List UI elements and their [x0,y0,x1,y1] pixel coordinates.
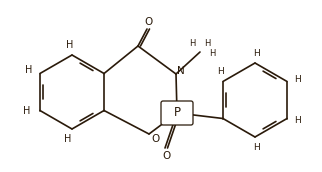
Text: H: H [209,49,215,57]
Text: N: N [177,66,185,76]
FancyBboxPatch shape [161,101,193,125]
Text: P: P [174,106,181,120]
Text: H: H [23,105,31,116]
Text: O: O [152,134,160,144]
Text: H: H [254,49,260,57]
Text: H: H [25,64,33,74]
Text: O: O [145,17,153,27]
Text: H: H [218,67,224,76]
Text: H: H [204,39,210,47]
Text: O: O [163,151,171,161]
Text: H: H [66,40,74,50]
Text: H: H [294,116,300,125]
Text: H: H [189,39,195,47]
Text: H: H [294,75,300,84]
Text: H: H [64,134,72,144]
Text: H: H [254,142,260,152]
